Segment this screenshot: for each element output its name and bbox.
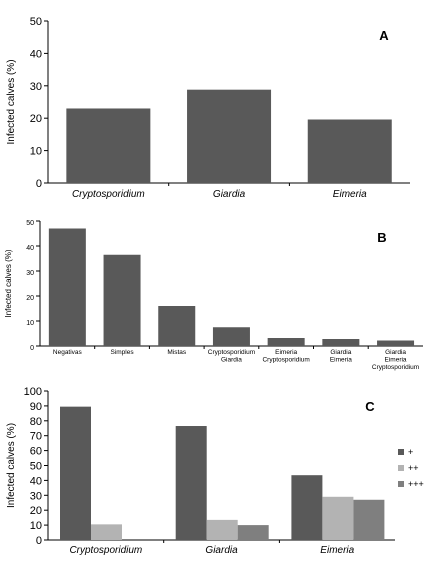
x-category-label: Eimeria [385, 357, 407, 364]
bar [158, 306, 196, 346]
x-category-label: Eimeria [320, 545, 354, 556]
bar [353, 499, 385, 540]
y-tick-label: 0 [36, 178, 42, 190]
legend-swatch [398, 481, 404, 487]
y-tick-label: 0 [30, 345, 34, 352]
x-category-label: Eimeria [333, 189, 367, 200]
y-tick-label: 100 [24, 386, 42, 398]
x-category-label: Cryptosporidium [69, 545, 142, 556]
y-tick-label: 10 [30, 146, 42, 158]
bar [307, 119, 392, 183]
bar [91, 524, 122, 540]
bar [267, 338, 305, 346]
x-category-label: Eimeria [275, 349, 297, 356]
y-axis-label: Infected calves (%) [6, 423, 17, 508]
y-tick-label: 90 [30, 401, 42, 413]
y-tick-label: 60 [30, 446, 42, 458]
bar [322, 339, 360, 346]
panel-label: A [379, 28, 389, 43]
bar [60, 406, 91, 540]
y-tick-label: 20 [30, 113, 42, 125]
legend-swatch [398, 465, 404, 471]
legend-entry: +++ [408, 479, 424, 489]
y-tick-label: 20 [26, 295, 34, 302]
y-tick-label: 70 [30, 431, 42, 443]
y-tick-label: 30 [30, 81, 42, 93]
bar [237, 525, 269, 540]
y-tick-label: 50 [26, 220, 34, 227]
panel-label: B [377, 230, 386, 245]
y-tick-label: 10 [30, 520, 42, 532]
y-tick-label: 40 [30, 475, 42, 487]
x-category-label: Cryptosporidium [262, 357, 309, 364]
bar [212, 327, 250, 346]
y-tick-label: 50 [30, 16, 42, 28]
x-category-label: Cryptosporidium [208, 349, 255, 356]
x-category-label: Giardia [385, 349, 406, 356]
x-category-label: Mistas [167, 349, 187, 356]
bar [187, 89, 272, 183]
y-tick-label: 10 [26, 320, 34, 327]
y-axis-label: Infected calves (%) [6, 59, 17, 144]
x-category-label: Simples [110, 349, 134, 356]
y-tick-label: 80 [30, 416, 42, 428]
y-tick-label: 40 [30, 48, 42, 60]
x-category-label: Cryptosporidium [72, 189, 145, 200]
bar [377, 340, 415, 346]
legend-entry: ++ [408, 463, 419, 473]
y-tick-label: 20 [30, 505, 42, 517]
x-category-label: Giardia [213, 189, 246, 200]
y-tick-label: 30 [26, 270, 34, 277]
legend-entry: + [408, 447, 413, 457]
legend-swatch [398, 449, 404, 455]
bar [206, 519, 238, 540]
x-category-label: Giardia [221, 357, 242, 364]
x-category-label: Negativas [53, 349, 83, 356]
bar [322, 496, 354, 540]
y-tick-label: 50 [30, 461, 42, 473]
x-category-label: Cryptosporidium [372, 364, 419, 371]
panel-label: C [365, 399, 375, 414]
y-tick-label: 30 [30, 490, 42, 502]
y-tick-label: 0 [36, 535, 42, 547]
bar [103, 254, 141, 346]
x-category-label: Giardia [205, 545, 238, 556]
x-category-label: Giardia [330, 349, 351, 356]
bar [48, 228, 86, 346]
y-tick-label: 40 [26, 245, 34, 252]
bar [175, 426, 207, 540]
y-axis-label: Infected calves (%) [4, 249, 13, 317]
bar [66, 108, 151, 183]
bar [291, 475, 323, 540]
x-category-label: Eimeria [330, 357, 352, 364]
